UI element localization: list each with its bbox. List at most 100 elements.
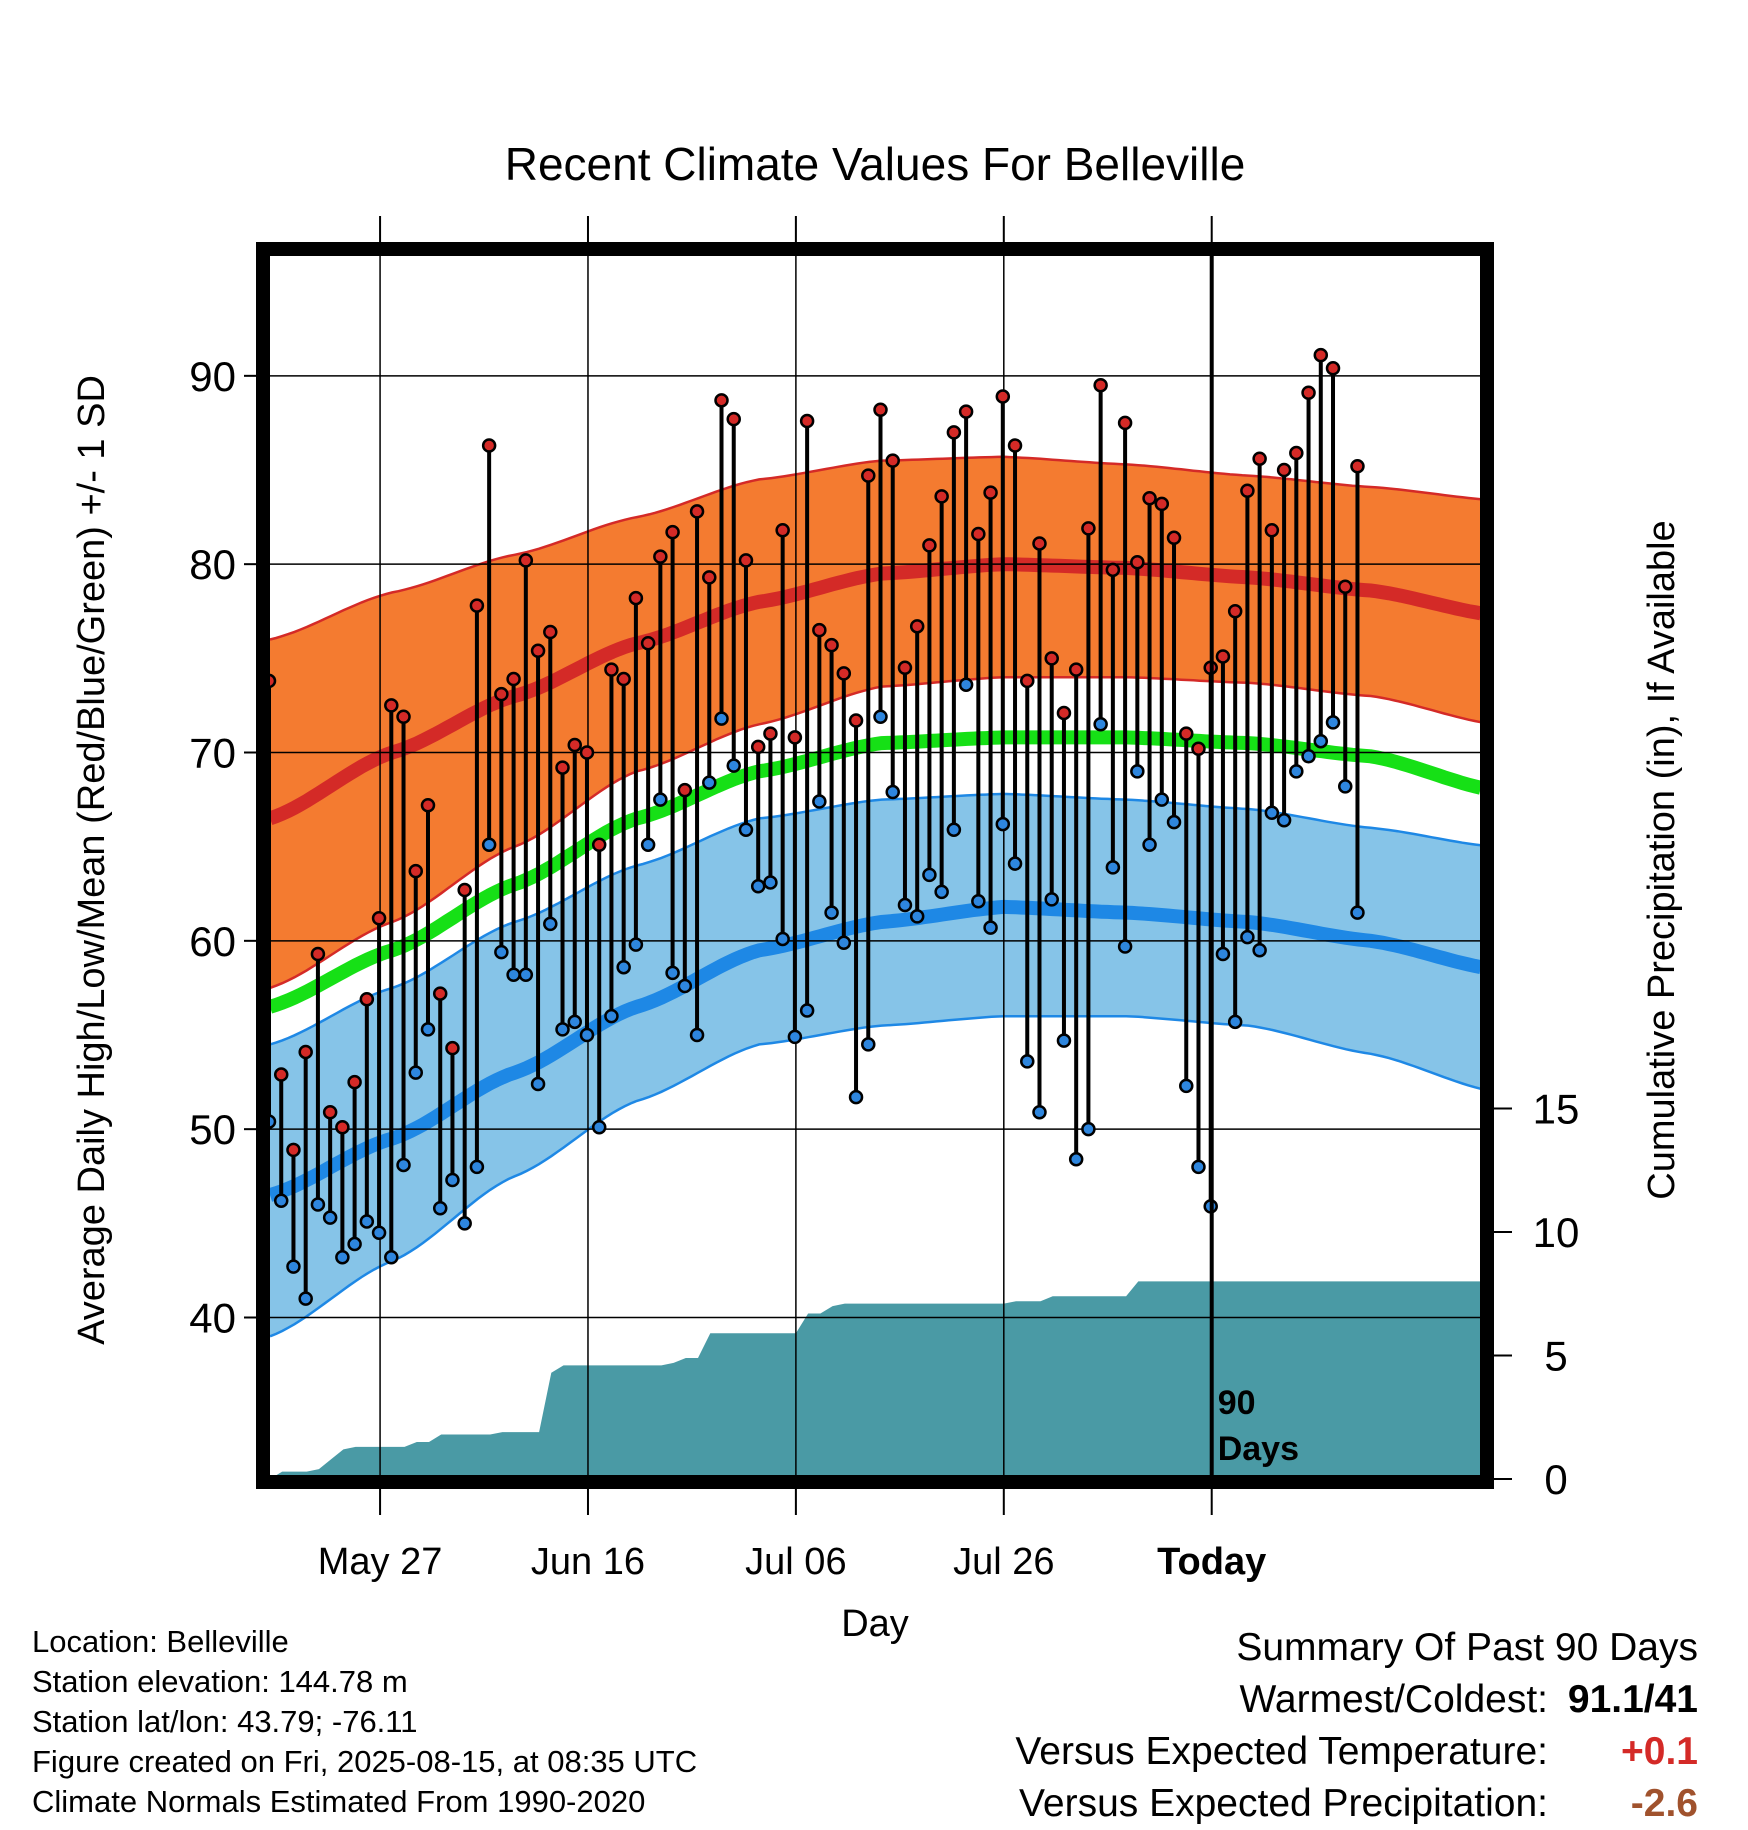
x-tick-label: Jul 06 bbox=[745, 1541, 846, 1583]
daily-high-point bbox=[775, 523, 790, 538]
daily-high-point bbox=[469, 598, 485, 613]
y-tick-label-right: 5 bbox=[1544, 1333, 1567, 1380]
daily-high-point bbox=[824, 637, 839, 653]
daily-low-point bbox=[1325, 715, 1341, 730]
daily-low-point bbox=[322, 1210, 338, 1225]
daily-high-point bbox=[1313, 347, 1329, 363]
daily-high-point bbox=[799, 413, 815, 429]
daily-low-point bbox=[873, 709, 888, 724]
daily-high-point bbox=[1325, 361, 1341, 376]
plot-area: 90 Days 40 50 60 70 80 90 0 5 10 15 May 27 Jun 16 Jul … bbox=[189, 216, 1579, 1583]
daily-high-point bbox=[763, 726, 778, 741]
daily-low-point bbox=[1350, 905, 1365, 920]
high-normal-band-lower-edge bbox=[269, 675, 1482, 990]
daily-high-point bbox=[555, 760, 570, 775]
daily-high-point bbox=[1240, 483, 1255, 498]
daily-low-point bbox=[347, 1236, 362, 1252]
daily-low-point bbox=[1264, 805, 1280, 821]
info-normals: Climate Normals Estimated From 1990-2020 bbox=[32, 1784, 646, 1819]
daily-low-point bbox=[714, 711, 729, 726]
daily-high-point bbox=[628, 590, 644, 606]
daily-low-point bbox=[286, 1259, 301, 1274]
daily-high-point bbox=[494, 686, 509, 702]
daily-low-point bbox=[750, 878, 766, 894]
daily-low-point bbox=[689, 1027, 705, 1043]
y-tick-label-right: 0 bbox=[1544, 1456, 1567, 1503]
daily-high-point bbox=[983, 485, 998, 500]
daily-low-point bbox=[310, 1197, 326, 1212]
daily-high-point bbox=[873, 402, 888, 417]
daily-high-point bbox=[836, 666, 852, 681]
daily-low-point bbox=[861, 1037, 876, 1052]
daily-high-point bbox=[1142, 491, 1157, 506]
daily-high-point bbox=[738, 553, 754, 568]
daily-low-point bbox=[1093, 717, 1108, 732]
daily-low-point bbox=[1081, 1121, 1096, 1137]
daily-low-point bbox=[665, 965, 680, 981]
daily-low-point bbox=[763, 875, 778, 890]
daily-low-point bbox=[971, 894, 986, 909]
daily-high-point bbox=[481, 438, 497, 453]
daily-low-point bbox=[1142, 837, 1157, 853]
daily-low-point bbox=[591, 1120, 607, 1135]
plot-frame bbox=[256, 242, 1494, 1489]
summary-row: Versus Expected Temperature: +0.1 bbox=[798, 1726, 1698, 1778]
daily-high-point bbox=[1350, 458, 1365, 474]
daily-high-point bbox=[995, 389, 1011, 404]
daily-low-point bbox=[604, 1008, 619, 1024]
daily-high-point bbox=[1007, 438, 1023, 453]
high-mean-line bbox=[268, 557, 1482, 825]
daily-low-point bbox=[1166, 814, 1182, 830]
daily-high-point bbox=[335, 1120, 350, 1135]
daily-low-point bbox=[1179, 1078, 1194, 1094]
daily-high-point bbox=[420, 797, 436, 813]
daily-low-point bbox=[432, 1201, 448, 1216]
info-elevation: Station elevation: 144.78 m bbox=[32, 1664, 408, 1699]
daily-low-point bbox=[420, 1022, 436, 1037]
today-annotation: Days bbox=[1218, 1430, 1299, 1468]
daily-high-point bbox=[359, 991, 375, 1007]
daily-low-point bbox=[408, 1065, 424, 1080]
daily-low-point bbox=[1007, 856, 1023, 871]
low-normal-band bbox=[270, 793, 1481, 1337]
high-normal-band-upper-edge bbox=[269, 455, 1481, 641]
daily-high-point bbox=[286, 1142, 301, 1158]
daily-high-point bbox=[909, 619, 925, 634]
daily-high-point bbox=[714, 393, 729, 408]
daily-low-point bbox=[1313, 733, 1329, 749]
summary-value: 91.1/41 bbox=[1567, 1678, 1698, 1721]
y-tick-label-left: 50 bbox=[189, 1106, 236, 1153]
daily-high-point bbox=[971, 526, 986, 542]
low-mean-line bbox=[268, 899, 1482, 1202]
daily-low-point bbox=[273, 1193, 289, 1208]
daily-high-point bbox=[1081, 521, 1096, 536]
daily-low-point bbox=[1020, 1054, 1035, 1069]
daily-low-point bbox=[494, 944, 509, 960]
daily-high-point bbox=[371, 910, 387, 926]
daily-high-point bbox=[408, 863, 424, 879]
daily-low-point bbox=[335, 1249, 350, 1265]
daily-high-point bbox=[689, 504, 705, 519]
info-location: Location: Belleville bbox=[32, 1624, 289, 1659]
daily-low-point bbox=[946, 822, 962, 837]
daily-low-point bbox=[922, 867, 937, 883]
daily-low-point bbox=[518, 967, 534, 982]
y-axis-label-left: Average Daily High/Low/Mean (Red/Blue/Gr… bbox=[71, 375, 113, 1345]
daily-high-point bbox=[1056, 705, 1072, 721]
daily-high-point bbox=[1105, 562, 1121, 578]
daily-high-point bbox=[922, 538, 937, 553]
daily-high-point bbox=[457, 882, 472, 898]
y-axis-label-right: Cumulative Precipitation (in), If Availa… bbox=[1641, 520, 1683, 1199]
daily-high-point bbox=[726, 411, 741, 427]
daily-high-point bbox=[885, 453, 900, 468]
summary-row: Warmest/Coldest: 91.1/41 bbox=[798, 1674, 1698, 1726]
daily-low-point bbox=[359, 1214, 375, 1229]
daily-low-point bbox=[738, 822, 754, 837]
daily-high-point bbox=[1020, 673, 1035, 689]
daily-high-point bbox=[445, 1040, 460, 1056]
summary-row: Versus Expected Precipitation: -2.6 bbox=[798, 1778, 1698, 1830]
low-normal-band-lower-edge bbox=[269, 1014, 1482, 1338]
daily-high-point bbox=[1276, 462, 1292, 478]
daily-high-point bbox=[958, 404, 974, 419]
daily-low-point bbox=[1130, 764, 1145, 779]
